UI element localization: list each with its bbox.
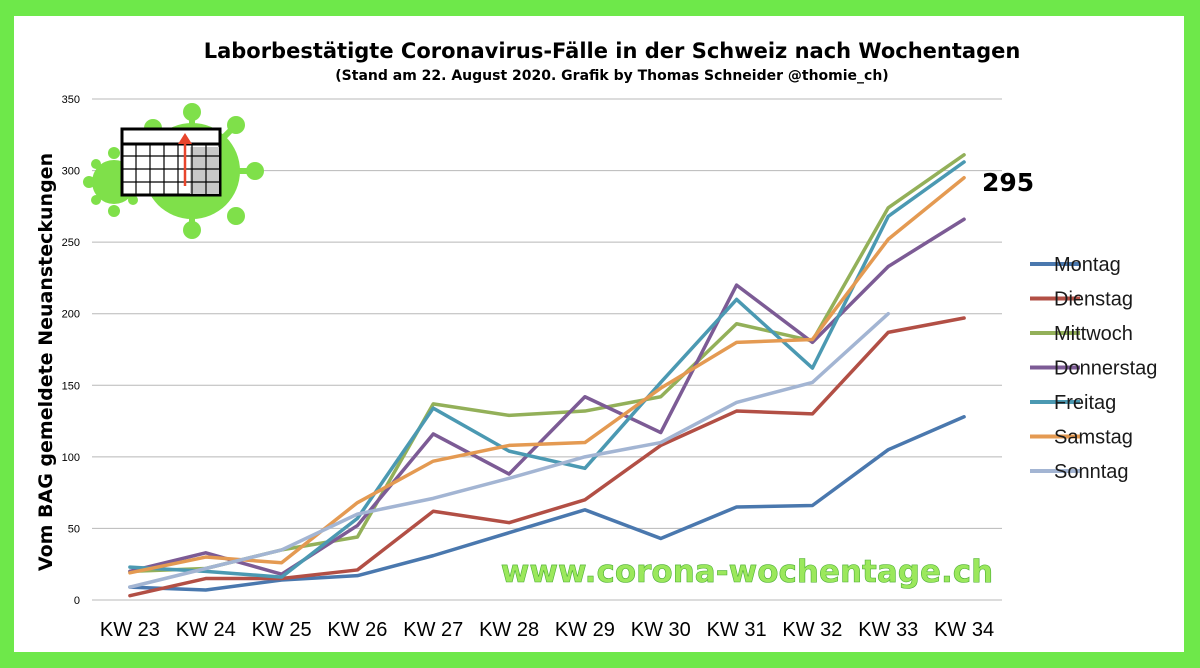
x-tick-label: KW 28 <box>479 619 539 641</box>
virus-calendar-icon <box>83 103 264 239</box>
x-tick-label: KW 31 <box>707 619 767 641</box>
legend-label-freitag: Freitag <box>1054 392 1116 414</box>
x-tick-label: KW 32 <box>782 619 842 641</box>
legend-label-mittwoch: Mittwoch <box>1054 323 1133 345</box>
y-tick-label: 300 <box>62 166 80 178</box>
legend-label-donnerstag: Donnerstag <box>1054 358 1157 380</box>
x-tick-label: KW 30 <box>631 619 691 641</box>
legend-label-sonntag: Sonntag <box>1054 461 1129 483</box>
series-line-montag <box>128 415 966 592</box>
x-tick-label: KW 24 <box>176 619 236 641</box>
y-tick-labels: 0 50 100 150 200 250 300 350 <box>62 94 80 607</box>
x-tick-label: KW 27 <box>403 619 463 641</box>
y-tick-label: 350 <box>62 94 80 106</box>
chart-subtitle: (Stand am 22. August 2020. Grafik by Tho… <box>335 68 888 84</box>
series-lines <box>128 153 966 598</box>
legend: Montag Dienstag Mittwoch Donnerstag Freitag S… <box>1030 254 1157 483</box>
x-tick-label: KW 33 <box>858 619 918 641</box>
y-tick-label: 250 <box>62 237 80 249</box>
x-tick-label: KW 26 <box>327 619 387 641</box>
legend-label-montag: Montag <box>1054 254 1121 276</box>
line-chart: Laborbestätigte Coronavirus-Fälle in der… <box>35 39 1157 641</box>
series-line-samstag <box>128 175 966 575</box>
y-tick-label: 100 <box>62 452 80 464</box>
x-tick-label: KW 23 <box>100 619 160 641</box>
y-axis-label: Vom BAG gemeldete Neuansteckungen <box>35 153 57 571</box>
x-tick-label: KW 25 <box>252 619 312 641</box>
website-watermark: www.corona-wochentage.ch <box>501 554 993 590</box>
x-tick-label: KW 29 <box>555 619 615 641</box>
x-tick-label: KW 34 <box>934 619 994 641</box>
series-line-sonntag <box>128 311 890 589</box>
chart-frame: Laborbestätigte Coronavirus-Fälle in der… <box>14 16 1184 652</box>
y-tick-label: 0 <box>74 595 80 607</box>
series-line-mittwoch <box>128 153 966 574</box>
legend-label-samstag: Samstag <box>1054 427 1133 449</box>
chart-title: Laborbestätigte Coronavirus-Fälle in der… <box>204 39 1021 63</box>
y-tick-label: 50 <box>68 523 80 535</box>
legend-label-dienstag: Dienstag <box>1054 289 1133 311</box>
series-line-freitag <box>128 160 966 579</box>
x-tick-labels: KW 23 KW 24 KW 25 KW 26 KW 27 KW 28 KW 29 KW 30… <box>100 619 994 641</box>
value-annotation-295: 295 <box>982 168 1034 197</box>
series-line-donnerstag <box>128 217 966 576</box>
series-line-dienstag <box>128 316 966 598</box>
y-tick-label: 200 <box>62 309 80 321</box>
y-tick-label: 150 <box>62 380 80 392</box>
